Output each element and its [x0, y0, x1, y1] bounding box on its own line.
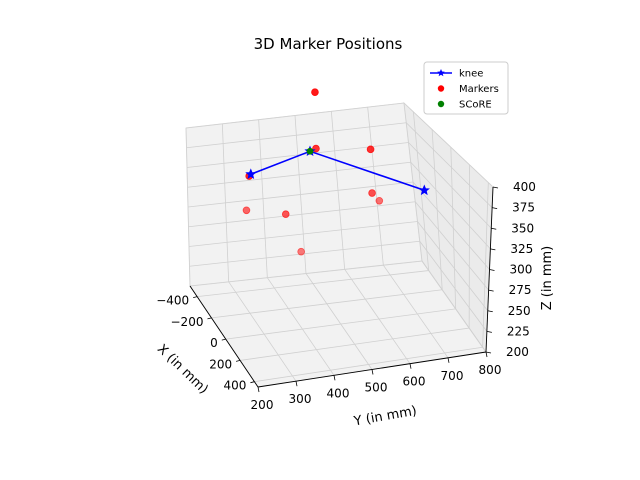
- tick-labels: −400 −200 0 200 400 200 300 400 500 600 700 800 200 2…: [156, 180, 536, 412]
- x-tick: [250, 381, 255, 384]
- y-axis-label: Y (in mm): [352, 404, 418, 430]
- marker-point: [375, 196, 384, 205]
- x-grid-line-floor: [254, 346, 483, 383]
- x-grid-line-floor: [211, 289, 443, 319]
- z-tick-label: 350: [511, 221, 534, 235]
- z-tick: [486, 330, 492, 333]
- z-tick-label: 325: [510, 242, 533, 256]
- grid-lines: [185, 102, 494, 388]
- z-grid-line-side: [410, 161, 491, 250]
- y-tick-label: 400: [327, 386, 350, 400]
- knee-point: [418, 184, 430, 196]
- z-grid-line-side: [403, 102, 494, 188]
- z-tick-label: 200: [506, 345, 529, 359]
- y-tick-label: 700: [441, 369, 464, 383]
- marker-point: [366, 145, 375, 154]
- x-tick: [221, 338, 226, 341]
- y-tick: [447, 357, 450, 363]
- marker-point: [281, 210, 290, 219]
- axes: [189, 186, 499, 393]
- x-tick: [207, 317, 212, 320]
- y-tick-label: 600: [403, 375, 426, 389]
- z-tick: [490, 248, 496, 251]
- z-grid-line-back: [186, 122, 407, 149]
- marker-point: [297, 247, 305, 256]
- legend-swatch-dot: [437, 85, 445, 92]
- z-tick-label: 250: [508, 304, 531, 318]
- z-tick: [487, 310, 493, 313]
- score-point: [306, 147, 314, 155]
- z-tick-label: 300: [510, 263, 533, 277]
- y-tick: [409, 363, 412, 369]
- y-grid-line-floor: [267, 277, 335, 376]
- x-tick-label: −400: [156, 294, 189, 308]
- z-grid-line-side: [417, 221, 489, 311]
- z-tick: [489, 269, 495, 271]
- z-tick: [492, 186, 499, 189]
- z-tick-label: 375: [512, 201, 535, 215]
- legend-label: SCoRE: [459, 100, 492, 111]
- y-grid-line-floor: [344, 269, 411, 364]
- y-tick: [485, 351, 488, 358]
- chart-title: 3D Marker Positions: [254, 35, 403, 53]
- marker-point: [242, 206, 251, 215]
- legend-swatch-star: [437, 69, 445, 77]
- legend-label: Markers: [459, 84, 499, 95]
- y-tick: [295, 381, 298, 387]
- y-grid-line-floor: [228, 281, 297, 382]
- x-tick-label: 0: [210, 336, 218, 350]
- z-grid-line-back: [188, 221, 418, 247]
- legend: knee Markers SCoRE: [423, 61, 509, 115]
- legend-label: knee: [459, 69, 483, 80]
- z-grid-line-side: [419, 241, 488, 332]
- y-tick-label: 200: [251, 398, 274, 412]
- x-grid-line-floor: [240, 327, 470, 361]
- y-tick: [257, 386, 260, 393]
- x-axis-label: X (in mm): [154, 342, 211, 398]
- z-axis-label: Z (in mm): [540, 246, 555, 311]
- knee-point: [245, 168, 257, 179]
- series-layer: [242, 88, 430, 256]
- y-tick-label: 500: [365, 381, 388, 395]
- x-tick-label: 400: [224, 379, 247, 393]
- z-grid-line-side: [405, 122, 493, 208]
- z-grid-line-back: [188, 201, 416, 228]
- y-tick: [371, 369, 374, 375]
- z-grid-line-side: [414, 201, 489, 291]
- z-grid-line-side: [408, 142, 492, 229]
- z-grid-line-back: [189, 260, 423, 287]
- x-axis-line: [189, 285, 259, 388]
- x-tick: [236, 360, 241, 362]
- z-grid-line-back: [187, 181, 414, 208]
- z-tick: [488, 289, 494, 292]
- z-tick-label: 275: [509, 283, 532, 297]
- legend-box: [423, 61, 509, 115]
- y-tick: [333, 375, 336, 381]
- z-grid-line-back: [187, 161, 411, 188]
- z-grid-line-back: [185, 102, 405, 129]
- x-grid-line-floor: [225, 308, 456, 340]
- marker-point: [368, 189, 376, 197]
- y-grid-line-floor: [383, 264, 449, 359]
- y-tick-label: 800: [479, 363, 502, 377]
- x-grid-line-floor: [197, 270, 429, 298]
- y-tick-label: 300: [289, 392, 312, 406]
- legend-swatch-dot: [437, 100, 445, 108]
- x-tick-label: 200: [209, 357, 232, 371]
- z-tick-label: 225: [507, 324, 530, 338]
- z-tick: [492, 207, 498, 210]
- z-grid-line-side: [421, 260, 487, 353]
- z-tick: [485, 351, 492, 354]
- z-grid-line-back: [189, 240, 420, 267]
- x-tick-label: −200: [171, 315, 204, 329]
- z-tick: [491, 227, 497, 230]
- z-tick-label: 400: [513, 180, 536, 194]
- z-grid-line-side: [412, 181, 490, 270]
- marker-point: [311, 88, 319, 96]
- axis-panes: [185, 101, 494, 388]
- x-tick: [193, 296, 198, 299]
- y-grid-line-floor: [305, 273, 373, 370]
